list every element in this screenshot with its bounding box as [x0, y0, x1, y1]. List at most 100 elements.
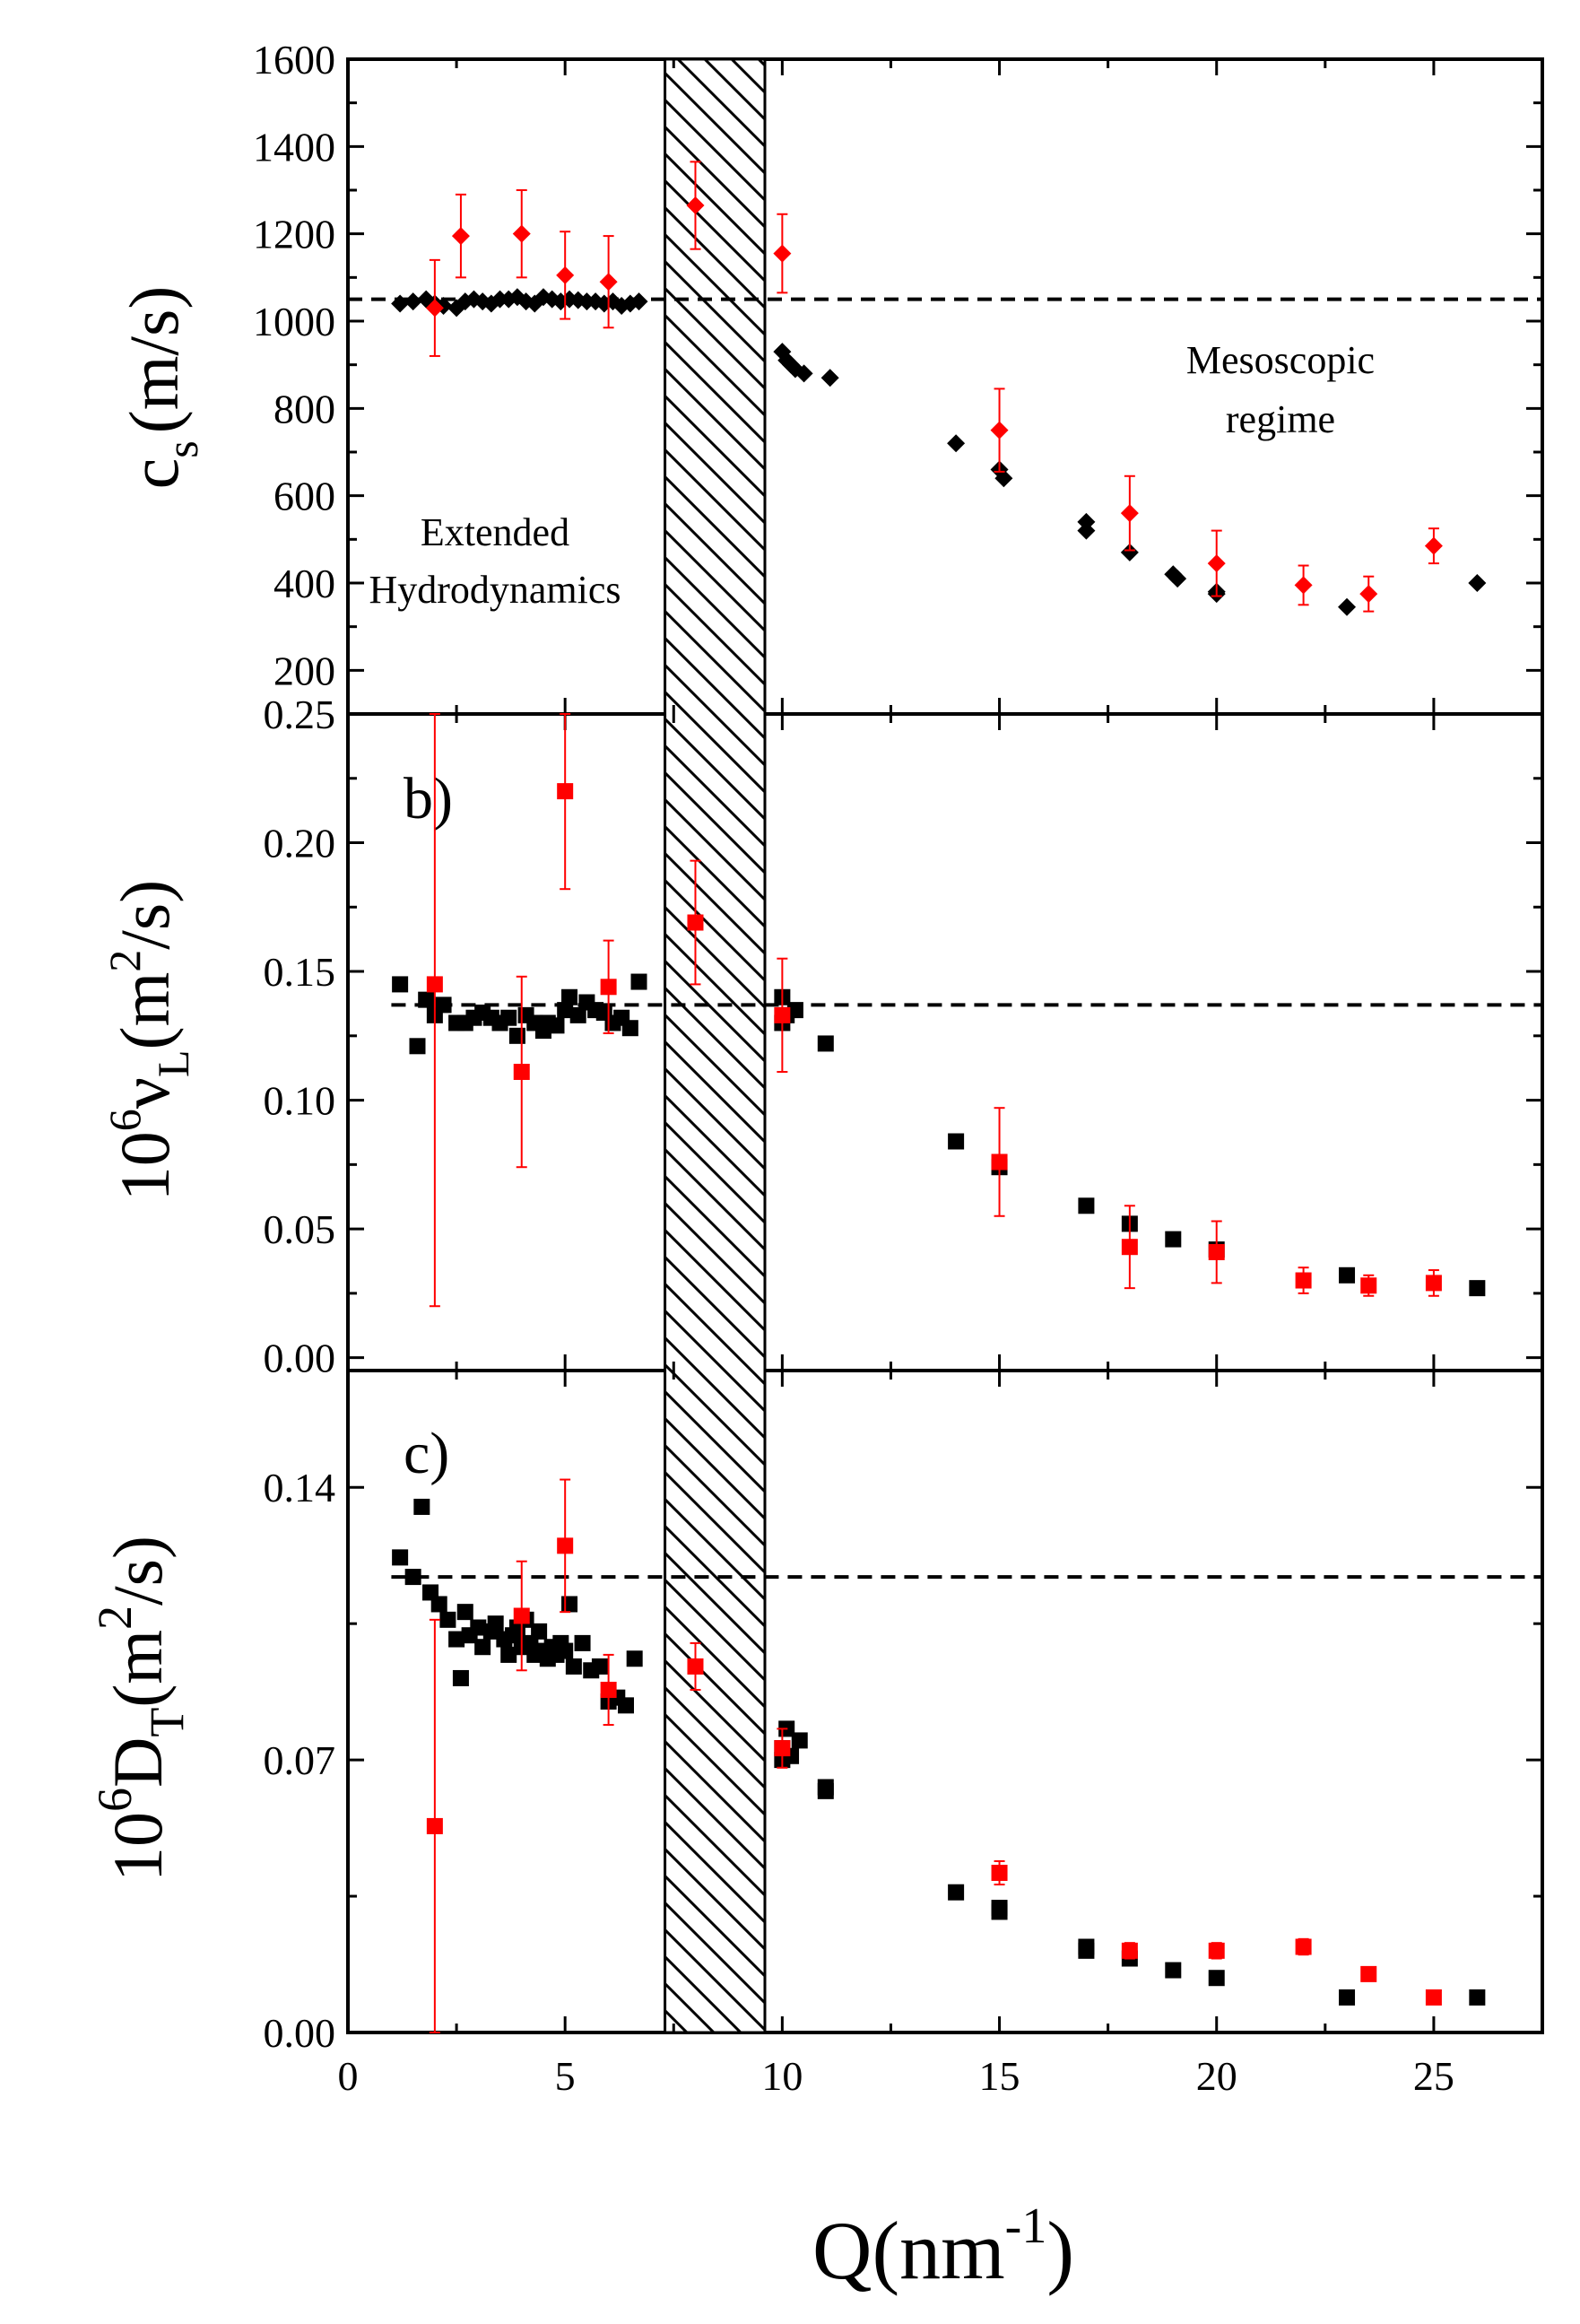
panel-b-red-point	[557, 783, 574, 800]
panel-a-ytick-label: 600	[273, 474, 335, 519]
panel-b-black-point	[435, 997, 452, 1014]
panel-a-black-point	[1120, 543, 1139, 561]
panel-b-black-point	[548, 1017, 565, 1034]
panel-b-black-point	[557, 1002, 574, 1019]
panel-a-red-point	[1424, 536, 1443, 555]
panel-c-frame	[346, 1369, 1544, 2034]
panel-b-red-point	[1295, 1272, 1312, 1289]
panel-c-red-point	[1295, 1938, 1312, 1955]
annotation-regime: regime	[1226, 397, 1335, 441]
panel-a-red-point	[425, 299, 444, 318]
x-axis-title-main: Q(nm	[812, 2205, 1005, 2296]
annotation-hydrodynamics: Hydrodynamics	[369, 568, 621, 612]
panel-a-black-point	[629, 292, 648, 311]
panel-c-xtick-label: 15	[979, 2053, 1020, 2099]
panel-b-black-point	[817, 1035, 834, 1052]
panel-b-red-point	[1208, 1243, 1225, 1260]
panel-b-ylabel-tail2: /s)	[106, 880, 184, 950]
panel-c-xtick-label: 0	[338, 2053, 359, 2099]
panel-c-black-point	[531, 1623, 548, 1640]
panel-c-black-point	[591, 1658, 608, 1675]
panel-c-black-point	[487, 1615, 504, 1632]
panel-c-ylabel-tail2: /s)	[99, 1536, 177, 1606]
panel-c-ytick-label: 0.14	[264, 1465, 336, 1510]
panel-b-black-point	[561, 988, 578, 1005]
panel-b-red-point	[1360, 1277, 1377, 1294]
panel-a-ytick-label: 400	[273, 561, 335, 606]
panel-c-red-point	[513, 1607, 530, 1624]
panel-c-red-point	[600, 1681, 617, 1698]
panel-c-xtick-label: 25	[1413, 2053, 1454, 2099]
panel-c-ylabel-sub: T	[140, 1708, 194, 1737]
panel-a-ytick-label: 1600	[253, 37, 335, 83]
panel-c-red-point	[557, 1537, 574, 1554]
panel-c-red-point	[1121, 1942, 1138, 1959]
panel-b-ylabel-sup: 6	[100, 1109, 150, 1131]
panel-b-black-point	[500, 1009, 517, 1026]
panel-a-red-point	[451, 227, 470, 246]
hatched-band	[664, 57, 767, 2034]
panel-b-black-point	[392, 976, 409, 993]
panel-c-xtick-label: 10	[761, 2053, 803, 2099]
panel-c-black-point	[617, 1697, 634, 1714]
panel-a-ytick-label: 1200	[253, 212, 335, 257]
panel-c-xtick-label: 20	[1196, 2053, 1237, 2099]
panel-b-ytick-label: 0.00	[264, 1336, 336, 1381]
panel-a-red-point	[512, 224, 531, 243]
panel-b-red-point	[991, 1153, 1008, 1171]
panel-b-ytick-label: 0.10	[264, 1078, 336, 1124]
panel-a-black-point	[820, 369, 839, 387]
panel-a-ytick-label: 1000	[253, 299, 335, 344]
panel-b-black-point	[786, 1002, 803, 1019]
panel-c-black-point	[500, 1646, 517, 1663]
x-axis-title-sup: -1	[1005, 2198, 1047, 2254]
panel-b-ylabel-tail: (m	[106, 972, 184, 1050]
panel-b-ylabel-sub: L	[148, 1049, 198, 1077]
panel-a-red-point	[773, 244, 792, 263]
panel-c-black-point	[448, 1631, 465, 1648]
panel-b-ylabel-sup2: 2	[100, 950, 150, 972]
panel-c-black-point	[817, 1779, 834, 1796]
panel-c-black-point	[561, 1596, 578, 1613]
panel-a-black-point	[947, 434, 966, 453]
panel-a-ylabel-tail: (m/s)	[115, 286, 193, 434]
panel-b-red-point	[774, 1006, 791, 1023]
annotation-extended: Extended	[421, 510, 569, 554]
panel-a-black-point	[1077, 521, 1096, 540]
panel-a-black-point	[1168, 570, 1187, 588]
panel-a-ytick-label: 200	[273, 648, 335, 693]
panel-b-ylabel-lead: 10	[106, 1131, 184, 1201]
panel-b-ytick-label: 0.05	[264, 1206, 336, 1252]
panel-c-black-point	[991, 1900, 1008, 1917]
panel-a-black-point	[994, 469, 1013, 488]
panel-c-black-point	[948, 1884, 965, 1901]
panel-a-red-point	[1294, 576, 1313, 595]
panel-a-red-point	[990, 421, 1009, 440]
panel-a-black-point	[404, 292, 422, 311]
x-axis-title-close: )	[1046, 2205, 1074, 2296]
panel-a-red-point	[556, 265, 575, 284]
panel-b-ylabel: 106νL(m2/s)	[100, 880, 198, 1201]
panel-b-black-point	[621, 1020, 638, 1037]
panel-c-black-point	[1208, 1970, 1225, 1987]
panel-a-black-point	[1338, 597, 1357, 616]
panel-a-ytick-label: 1400	[253, 124, 335, 170]
panel-a-black-point	[391, 294, 410, 313]
panel-c-label: c)	[404, 1421, 449, 1486]
panel-c-black-point	[565, 1658, 582, 1675]
panel-c-ylabel: 106DT(m2/s)	[88, 1536, 194, 1882]
panel-b-label: b)	[404, 766, 453, 831]
panel-b-red-point	[1121, 1239, 1138, 1256]
panel-c-ylabel-lead: 10	[99, 1812, 177, 1882]
panel-b-frame	[346, 712, 1544, 1372]
panel-b-black-point	[409, 1038, 426, 1055]
panel-c-ytick-label: 0.07	[264, 1737, 336, 1783]
panel-c-black-point	[404, 1569, 421, 1586]
panel-c-ylabel-sup: 6	[88, 1788, 142, 1812]
panel-c-black-point	[452, 1669, 469, 1686]
panel-c-black-point	[413, 1498, 430, 1515]
panel-c-black-point	[1078, 1942, 1095, 1959]
panel-b-ytick-label: 0.25	[264, 692, 336, 737]
